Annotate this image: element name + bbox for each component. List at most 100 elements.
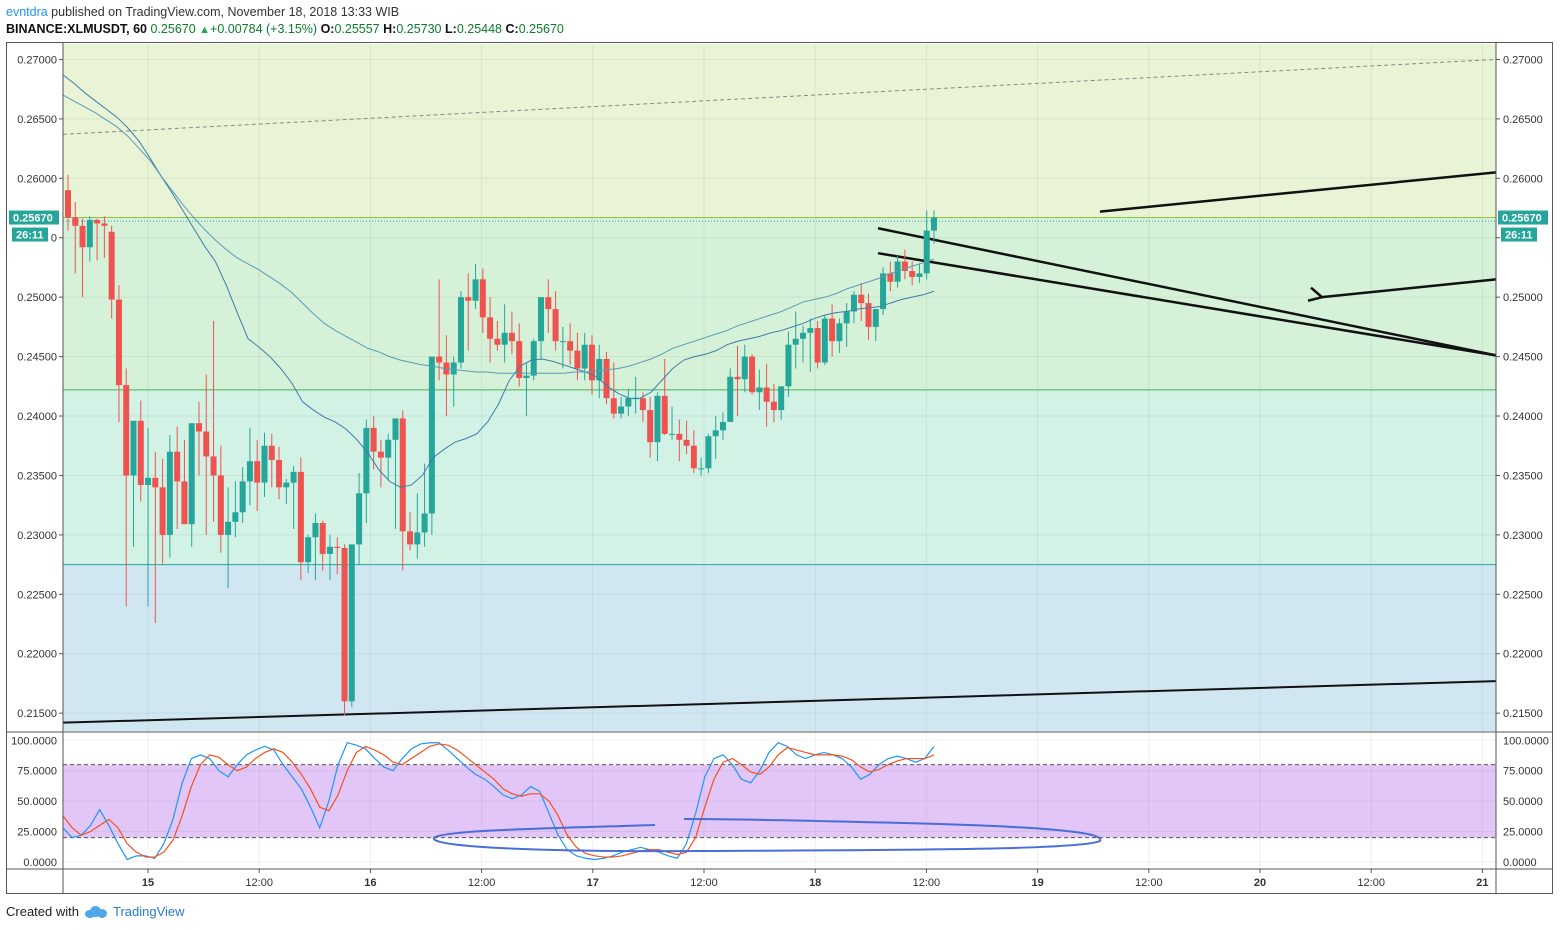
candle-body[interactable] <box>341 547 348 702</box>
candle-body[interactable] <box>690 445 697 469</box>
candle-body[interactable] <box>377 451 384 458</box>
candle-body[interactable] <box>334 546 341 548</box>
candle-body[interactable] <box>407 531 414 545</box>
candle-body[interactable] <box>72 217 79 226</box>
candle-body[interactable] <box>654 395 661 443</box>
candle-body[interactable] <box>756 387 763 393</box>
candle-body[interactable] <box>356 493 363 545</box>
candle-body[interactable] <box>559 341 566 343</box>
candle-body[interactable] <box>727 376 734 422</box>
candle-body[interactable] <box>421 513 428 533</box>
candle-body[interactable] <box>698 468 705 470</box>
candle-body[interactable] <box>261 445 268 483</box>
candle-body[interactable] <box>865 303 872 327</box>
candle-body[interactable] <box>603 358 610 399</box>
candle-body[interactable] <box>712 430 719 437</box>
candle-body[interactable] <box>392 418 399 440</box>
candle-body[interactable] <box>705 436 712 469</box>
candle-body[interactable] <box>166 451 173 535</box>
candle-body[interactable] <box>610 398 617 414</box>
candle-body[interactable] <box>450 362 457 375</box>
candle-body[interactable] <box>363 427 370 494</box>
candle-body[interactable] <box>800 332 807 339</box>
candle-body[interactable] <box>530 341 537 376</box>
candle-body[interactable] <box>385 439 392 458</box>
lower-channel-line[interactable] <box>877 251 1497 357</box>
candle-body[interactable] <box>501 332 508 345</box>
candle-body[interactable] <box>436 356 443 363</box>
candle-body[interactable] <box>545 297 552 310</box>
candle-body[interactable] <box>283 482 290 488</box>
candle-body[interactable] <box>101 223 108 226</box>
author-link[interactable]: evntdra <box>6 5 48 19</box>
candle-body[interactable] <box>625 398 632 407</box>
candle-body[interactable] <box>319 522 326 554</box>
candle-body[interactable] <box>538 297 545 342</box>
support-trendline[interactable] <box>62 680 1497 724</box>
candle-body[interactable] <box>516 341 523 378</box>
annotation-ellipse[interactable] <box>432 818 1102 853</box>
candle-body[interactable] <box>297 471 304 563</box>
candle-body[interactable] <box>86 219 93 248</box>
candle-body[interactable] <box>683 439 690 446</box>
candle-body[interactable] <box>348 544 355 702</box>
candle-body[interactable] <box>719 421 726 431</box>
candle-body[interactable] <box>94 219 101 224</box>
candle-body[interactable] <box>618 406 625 414</box>
candle-body[interactable] <box>174 451 181 482</box>
candle-body[interactable] <box>494 338 501 345</box>
candle-body[interactable] <box>741 356 748 380</box>
candle-body[interactable] <box>894 261 901 282</box>
candle-body[interactable] <box>829 318 836 342</box>
candle-body[interactable] <box>399 418 406 532</box>
candle-body[interactable] <box>807 328 814 333</box>
candle-body[interactable] <box>268 445 275 461</box>
candle-body[interactable] <box>239 481 246 513</box>
candle-body[interactable] <box>188 423 195 525</box>
candle-body[interactable] <box>639 398 646 411</box>
candle-body[interactable] <box>115 299 122 386</box>
candle-body[interactable] <box>661 395 668 434</box>
candle-body[interactable] <box>567 341 574 351</box>
symbol-name[interactable]: BINANCE:XLMUSDT, 60 <box>6 22 147 36</box>
candle-body[interactable] <box>254 461 261 483</box>
candle-body[interactable] <box>523 375 530 378</box>
candle-body[interactable] <box>508 332 515 342</box>
candle-body[interactable] <box>770 401 777 411</box>
candle-body[interactable] <box>850 294 857 312</box>
candle-body[interactable] <box>588 344 595 381</box>
candle-body[interactable] <box>916 273 923 277</box>
candle-body[interactable] <box>574 350 581 369</box>
candle-body[interactable] <box>152 477 159 488</box>
candle-body[interactable] <box>159 487 166 535</box>
candle-body[interactable] <box>225 521 232 535</box>
candle-body[interactable] <box>923 230 930 274</box>
candle-body[interactable] <box>79 225 86 248</box>
candle-body[interactable] <box>145 477 152 485</box>
candle-body[interactable] <box>305 537 312 563</box>
candle-body[interactable] <box>472 279 479 301</box>
candle-body[interactable] <box>195 423 202 432</box>
candle-body[interactable] <box>203 431 210 457</box>
candle-body[interactable] <box>290 471 297 483</box>
candle-body[interactable] <box>137 420 144 485</box>
candle-body[interactable] <box>734 376 741 380</box>
candle-body[interactable] <box>778 386 785 411</box>
candle-body[interactable] <box>108 231 115 300</box>
upper-channel-line[interactable] <box>877 227 1497 357</box>
candle-body[interactable] <box>749 356 756 393</box>
tradingview-brand-link[interactable]: TradingView <box>84 904 185 919</box>
target-trendline[interactable] <box>1099 171 1497 213</box>
projection-line[interactable] <box>1321 278 1497 299</box>
candle-body[interactable] <box>181 481 188 525</box>
candle-body[interactable] <box>821 318 828 363</box>
candle-body[interactable] <box>858 294 865 304</box>
candle-body[interactable] <box>647 410 654 443</box>
candle-body[interactable] <box>880 273 887 310</box>
candle-body[interactable] <box>931 217 937 231</box>
candle-body[interactable] <box>669 433 676 435</box>
candle-body[interactable] <box>909 271 916 277</box>
candle-body[interactable] <box>581 344 588 369</box>
candle-body[interactable] <box>276 460 283 488</box>
